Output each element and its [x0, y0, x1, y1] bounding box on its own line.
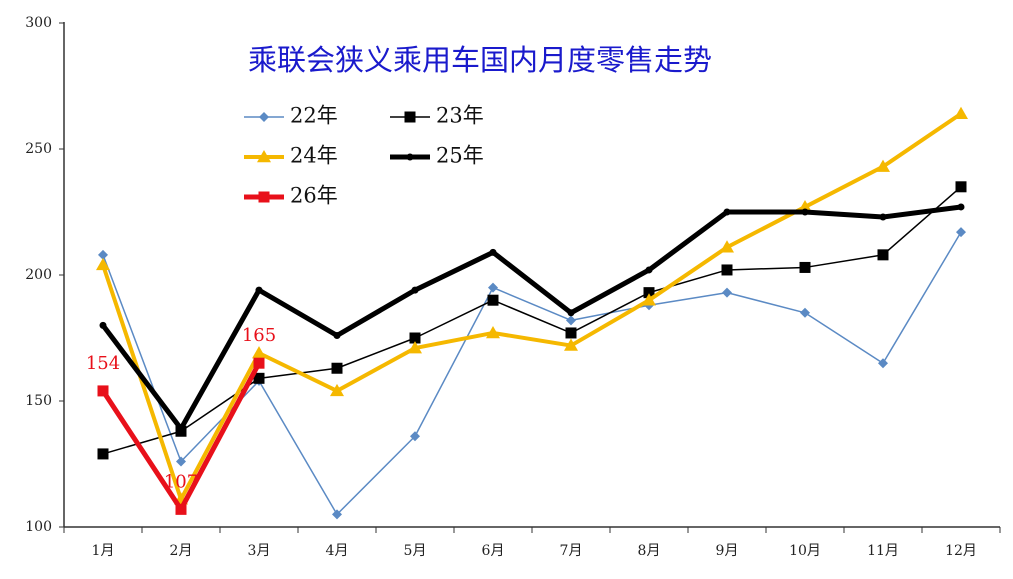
marker — [98, 249, 108, 260]
marker — [564, 338, 578, 351]
x-tick-label: 9月 — [716, 543, 739, 559]
legend-label: 24年 — [290, 144, 338, 168]
marker — [879, 213, 887, 221]
data-label: 107 — [164, 471, 198, 492]
marker — [97, 385, 109, 397]
y-tick-label: 100 — [25, 519, 52, 535]
data-label: 154 — [86, 353, 120, 374]
marker — [799, 261, 811, 273]
marker — [331, 362, 343, 374]
marker — [96, 257, 110, 271]
marker — [722, 287, 732, 298]
marker — [252, 346, 266, 359]
marker — [332, 509, 342, 520]
y-tick-label: 150 — [25, 393, 52, 409]
marker — [645, 266, 653, 274]
x-tick-label: 2月 — [170, 543, 193, 559]
marker — [489, 248, 497, 256]
x-tick-label: 6月 — [482, 543, 505, 559]
legend-label: 26年 — [290, 184, 338, 208]
marker — [957, 203, 965, 211]
marker — [404, 111, 416, 123]
marker — [177, 425, 185, 433]
series-line — [102, 231, 962, 516]
marker — [258, 191, 270, 203]
marker — [878, 358, 888, 369]
marker — [408, 341, 422, 354]
data-label: 165 — [242, 325, 276, 346]
marker — [259, 112, 269, 122]
legend-label: 25年 — [436, 144, 484, 168]
marker — [798, 199, 812, 213]
marker — [97, 448, 109, 460]
marker — [175, 503, 187, 515]
marker — [255, 286, 263, 294]
marker — [487, 294, 499, 306]
x-tick-label: 4月 — [326, 543, 349, 559]
marker — [567, 309, 575, 317]
x-tick-label: 11月 — [867, 543, 899, 559]
chart-title: 乘联会狭义乘用车国内月度零售走势 — [248, 43, 712, 77]
marker — [721, 264, 733, 276]
series-line — [101, 112, 963, 502]
marker — [566, 315, 576, 326]
marker — [410, 431, 420, 442]
x-tick-label: 12月 — [945, 543, 977, 559]
marker — [411, 286, 419, 294]
marker — [330, 383, 344, 397]
marker — [723, 208, 731, 216]
y-tick-label: 250 — [25, 141, 52, 157]
marker — [253, 372, 265, 384]
series-line — [101, 204, 962, 432]
marker — [642, 293, 656, 306]
x-tick-label: 5月 — [404, 543, 427, 559]
legend-label: 22年 — [290, 104, 338, 128]
marker — [486, 325, 500, 339]
marker — [176, 456, 186, 467]
y-tick-label: 200 — [25, 267, 52, 283]
marker — [801, 208, 809, 216]
marker — [956, 227, 966, 238]
marker — [877, 249, 889, 261]
marker — [409, 332, 421, 344]
marker — [488, 282, 498, 293]
x-tick-label: 3月 — [248, 543, 271, 559]
marker — [565, 327, 577, 339]
marker — [954, 106, 968, 119]
marker — [406, 153, 414, 161]
marker — [800, 307, 810, 318]
x-tick-label: 8月 — [638, 543, 661, 559]
marker — [257, 150, 271, 163]
marker — [876, 159, 890, 172]
marker — [720, 240, 734, 253]
x-tick-label: 7月 — [560, 543, 583, 559]
marker — [99, 321, 107, 329]
marker — [253, 357, 265, 369]
marker — [955, 181, 967, 193]
marker — [333, 331, 341, 339]
y-tick-label: 300 — [25, 15, 52, 31]
marker — [643, 287, 655, 299]
legend-label: 23年 — [436, 104, 484, 128]
x-tick-label: 1月 — [92, 543, 115, 559]
x-tick-label: 10月 — [789, 543, 821, 559]
